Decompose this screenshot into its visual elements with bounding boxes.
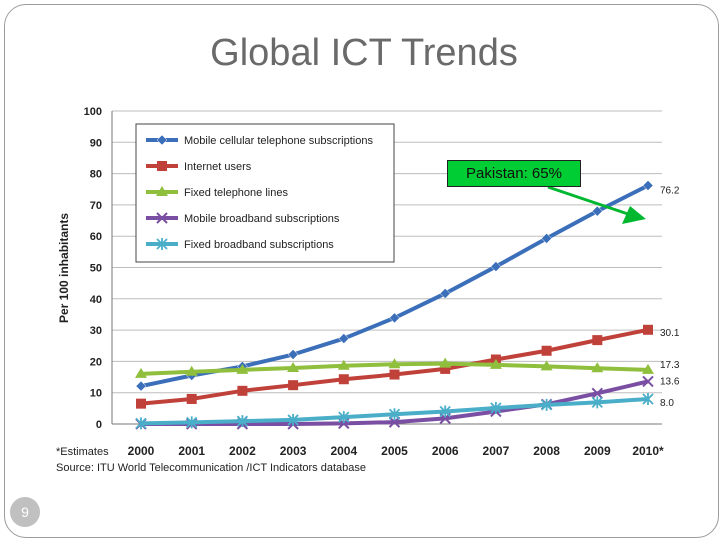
legend-label: Fixed telephone lines (184, 187, 288, 199)
y-tick-label: 10 (90, 388, 102, 400)
x-tick-label: 2010* (632, 444, 664, 458)
data-point (490, 402, 502, 415)
data-point (440, 363, 451, 374)
y-tick-label: 100 (84, 106, 102, 118)
end-value-label: 13.6 (660, 376, 680, 387)
data-point (591, 362, 604, 373)
data-point (156, 238, 168, 250)
data-point (540, 360, 553, 371)
end-value-label: 76.2 (660, 185, 680, 196)
data-point (236, 415, 249, 428)
end-value-label: 8.0 (660, 398, 674, 409)
data-point (388, 358, 401, 369)
data-point (135, 367, 147, 378)
data-point (489, 358, 502, 369)
data-point (591, 396, 603, 409)
data-point (287, 361, 300, 372)
data-point (643, 324, 653, 335)
data-point (439, 288, 451, 299)
data-point (156, 134, 168, 146)
x-tick-label: 2000 (128, 444, 155, 458)
end-value-label: 17.3 (660, 360, 680, 371)
data-point (338, 374, 349, 385)
callout-arrow (547, 185, 629, 216)
data-point (591, 387, 604, 400)
data-point (135, 417, 147, 430)
data-point (157, 161, 167, 171)
data-point (642, 375, 654, 388)
slide-frame (4, 4, 719, 538)
data-point (591, 205, 603, 217)
data-point (439, 405, 451, 418)
y-tick-label: 90 (90, 137, 102, 149)
legend-label: Internet users (184, 161, 252, 173)
data-point (287, 413, 299, 426)
callout-arrowhead (622, 206, 646, 224)
data-point (237, 385, 248, 396)
data-point (186, 416, 198, 429)
data-point (592, 335, 603, 346)
x-tick-label: 2005 (381, 444, 408, 458)
data-point (135, 380, 147, 392)
data-point (642, 180, 654, 191)
data-point (136, 398, 146, 409)
data-point (236, 363, 249, 374)
data-point (186, 393, 197, 404)
data-point (185, 365, 198, 376)
data-point (642, 392, 654, 405)
x-tick-label: 2007 (483, 444, 510, 458)
y-tick-label: 0 (96, 419, 102, 431)
data-point (156, 186, 168, 196)
data-point (389, 312, 400, 324)
data-point (439, 357, 452, 368)
data-point (540, 398, 553, 411)
estimates-note: *Estimates (56, 446, 109, 458)
pakistan-callout: Pakistan: 65% (447, 160, 581, 187)
data-point (156, 212, 168, 224)
y-tick-label: 80 (90, 169, 102, 181)
legend-box (135, 123, 395, 263)
data-point (287, 349, 299, 360)
y-tick-label: 20 (90, 356, 102, 368)
y-tick-label: 70 (90, 200, 102, 212)
x-tick-label: 2004 (330, 444, 357, 458)
y-tick-label: 40 (90, 294, 102, 306)
page-number: 9 (10, 497, 40, 527)
data-point (288, 380, 299, 391)
end-value-label: 30.1 (660, 328, 680, 339)
x-tick-label: 2002 (229, 444, 256, 458)
data-point (541, 233, 552, 244)
x-tick-label: 2008 (533, 444, 560, 458)
legend-label: Mobile cellular telephone subscriptions (184, 135, 373, 147)
data-point (388, 408, 401, 421)
x-tick-label: 2003 (280, 444, 307, 458)
data-point (389, 369, 400, 380)
source-note: Source: ITU World Telecommunication /ICT… (56, 462, 366, 474)
data-point (541, 345, 552, 356)
data-point (337, 359, 350, 370)
legend-label: Fixed broadband subscriptions (184, 239, 334, 251)
y-tick-label: 60 (90, 231, 102, 243)
x-tick-label: 2006 (432, 444, 459, 458)
x-tick-label: 2009 (584, 444, 611, 458)
data-point (642, 363, 654, 374)
y-tick-label: 30 (90, 325, 102, 337)
data-point (338, 411, 350, 424)
data-point (490, 261, 502, 272)
data-point (338, 333, 350, 344)
y-tick-label: 50 (90, 263, 102, 275)
y-axis-label: Per 100 inhabitants (57, 213, 71, 323)
slide-title: Global ICT Trends (210, 32, 518, 74)
legend-label: Mobile broadband subscriptions (184, 213, 340, 225)
x-tick-label: 2001 (178, 444, 205, 458)
